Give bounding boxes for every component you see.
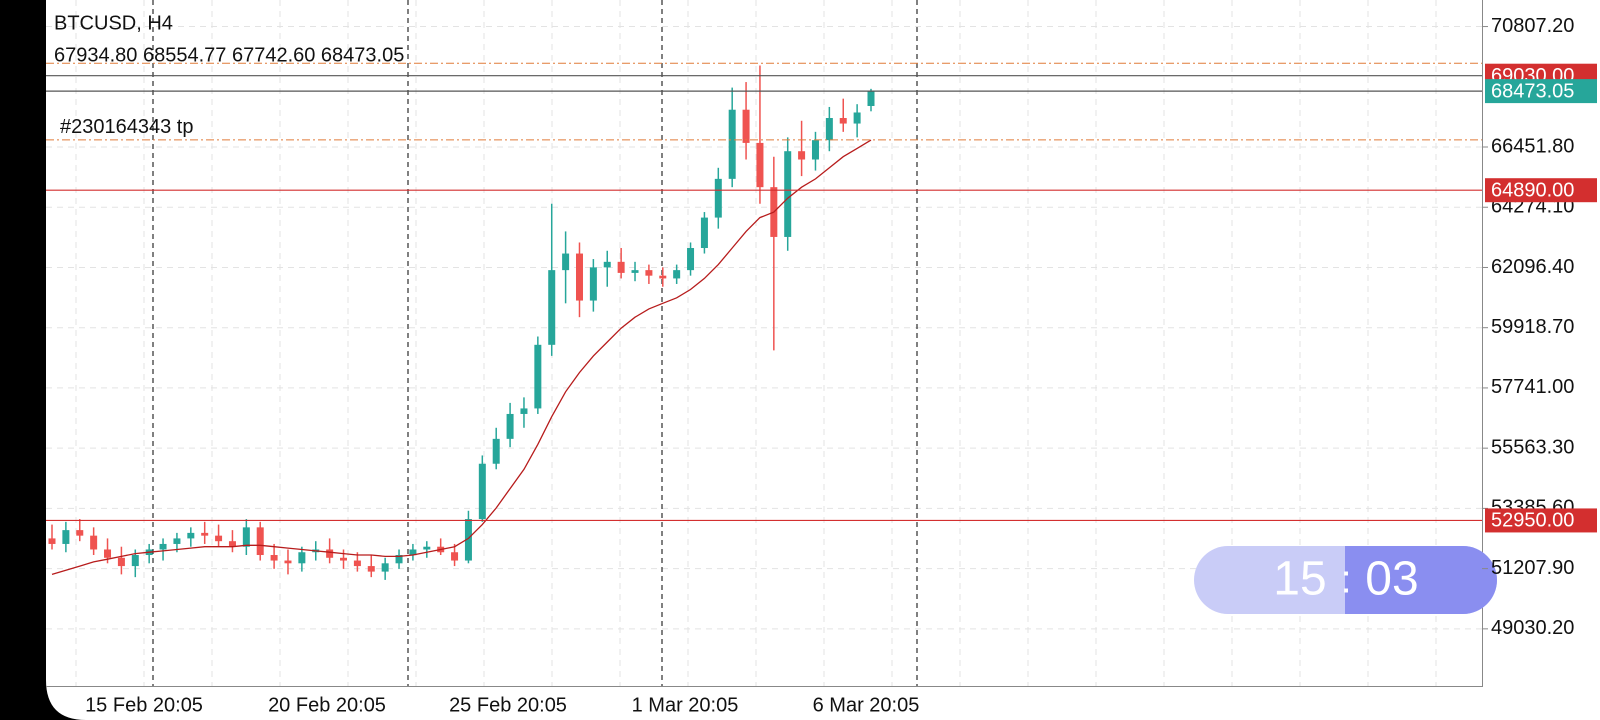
candle-body [756,142,764,188]
candle-body [117,557,125,567]
level-label: 52950.00 [1491,510,1574,532]
x-tick-label: 25 Feb 20:05 [449,694,567,716]
order-label: #230164343 tp [60,116,193,138]
x-tick-label: 20 Feb 20:05 [268,694,386,716]
clock-hours: 15 [1273,553,1326,606]
candle-body [409,549,417,556]
candle-body [159,543,167,550]
level-tag [1485,79,1597,104]
candle-body [242,527,250,547]
symbol: BTCUSD, H4 [54,12,173,34]
x-tick-label: 6 Mar 20:05 [813,694,920,716]
candle-body [811,140,819,160]
candle-body [326,549,334,558]
candle-body [520,408,528,414]
clock-highlight [1345,546,1497,614]
moving-average [51,139,872,576]
y-tick-label: 62096.40 [1491,256,1574,278]
candle-body [839,118,847,124]
x-tick-label: 1 Mar 20:05 [632,694,739,716]
clock-widget: 15 : 03 [1194,546,1497,614]
time-axis: 15 Feb 20:05 20 Feb 20:05 25 Feb 20:05 1… [85,694,919,716]
candle-body [76,530,84,536]
ohlc-text: 67934.80 68554.77 67742.60 68473.05 [54,44,404,66]
candle-body [90,535,98,550]
candle-body [617,261,625,273]
candle-body [798,151,806,160]
candle-body [48,538,56,544]
y-tick-label: 51207.90 [1491,557,1574,579]
candle-body [659,275,667,279]
candle-body [575,253,583,301]
candle-body [367,566,375,572]
clock-separator: : [1340,558,1351,602]
candle-body [381,563,389,572]
candle-body [853,112,861,124]
candle-body [687,248,695,271]
candle-body [228,541,236,547]
candle-body [603,261,611,268]
candle-body [867,91,875,106]
separators [152,0,918,686]
candle-body [256,527,264,556]
candle-body [673,270,681,279]
y-tick-label: 57741.00 [1491,376,1574,398]
candle-body [492,438,500,464]
candle-body [340,557,348,561]
candle-body [284,560,292,564]
clock-minutes: 03 [1365,553,1418,606]
y-tick-label: 55563.30 [1491,436,1574,458]
grid [46,0,1482,686]
candle-body [562,253,570,271]
level-label: 64890.00 [1491,179,1574,201]
candle-body [298,552,306,564]
y-tick-label: 49030.20 [1491,617,1574,639]
candle-body [423,546,431,550]
level-label: 68473.05 [1491,80,1574,102]
candle-body [728,109,736,179]
candle-body [714,178,722,218]
y-tick-label: 66451.80 [1491,135,1574,157]
level-tag [1485,178,1597,203]
candle-body [353,560,361,567]
screen [46,0,1600,720]
y-tick-label: 70807.20 [1491,15,1574,37]
candle-body [131,555,139,567]
candle-body [825,118,833,141]
candle-body [506,413,514,439]
candle-body [700,217,708,249]
time-axis-line [46,686,1483,687]
price-axis-line [1482,0,1483,686]
candle-body [451,552,459,561]
candle-body [784,151,792,237]
y-tick-label: 59918.70 [1491,316,1574,338]
candle-body [631,270,639,273]
candle-body [395,555,403,564]
candle-body [270,555,278,561]
candle-body [104,549,112,558]
candle-body [201,532,209,536]
candle-body [742,109,750,143]
level-tag [1485,508,1597,533]
candle-body [589,267,597,301]
candle-body [534,344,542,409]
candle-body [187,532,195,539]
candle-body [464,519,472,561]
plot [48,65,875,580]
candle-body [548,270,556,345]
candle-body [478,463,486,520]
candle-body [62,530,70,544]
candle-body [173,538,181,544]
candle-body [645,270,653,276]
x-tick-label: 15 Feb 20:05 [85,694,203,716]
candle-body [215,535,223,542]
